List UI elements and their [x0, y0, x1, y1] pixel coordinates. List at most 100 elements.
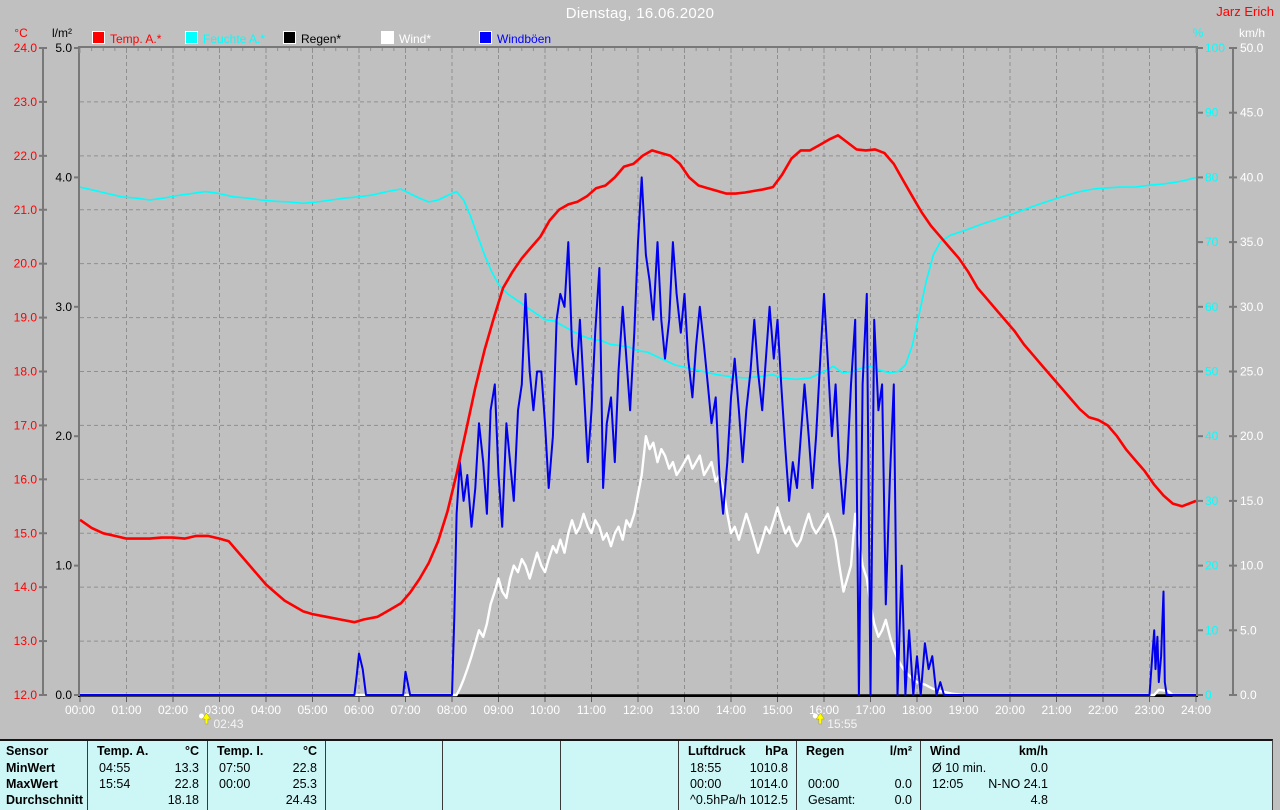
hour-tick-label: 19:00 [948, 703, 978, 717]
stat-time: 00:00 [219, 777, 251, 791]
weather-chart-plot: 24.0 23.0 22.0 21.0 20.0 19.0 18.0 17.0 16.0 15.0… [14, 41, 1264, 731]
axis-unit-wind: km/h [1238, 26, 1265, 40]
legend-swatch-icon [479, 31, 492, 44]
legend-swatch-icon [92, 31, 105, 44]
series-temp-a- [79, 134, 1197, 624]
temp-tick-label: 21.0 [14, 203, 38, 217]
temp-tick-label: 23.0 [14, 95, 38, 109]
stat-time: 07:50 [219, 761, 251, 775]
hour-tick-label: 10:00 [530, 703, 560, 717]
hour-tick-label: 14:00 [716, 703, 746, 717]
sensor-name: Temp. A. [97, 744, 149, 758]
temp-tick-label: 24.0 [14, 41, 38, 55]
stat-time: 15:54 [99, 777, 131, 791]
legend-label: Windböen [497, 32, 552, 46]
hour-tick-label: 09:00 [483, 703, 513, 717]
series-feuchte-a- [79, 176, 1197, 381]
stat-time: 00:00 [690, 777, 722, 791]
wind-tick-label: 45.0 [1240, 106, 1264, 120]
temp-tick-label: 19.0 [14, 311, 38, 325]
rain-tick-label: 5.0 [55, 41, 72, 55]
stat-time: 18:55 [690, 761, 722, 775]
temp-tick-label: 15.0 [14, 526, 38, 540]
hour-tick-label: 20:00 [995, 703, 1025, 717]
legend-label: Feuchte A.* [203, 32, 266, 46]
rain-tick-label: 2.0 [55, 429, 72, 443]
wind-tick-label: 40.0 [1240, 170, 1264, 184]
temp-tick-label: 13.0 [14, 634, 38, 648]
humidity-tick-label: 0 [1205, 688, 1212, 702]
rain-tick-label: 4.0 [55, 170, 72, 184]
wind-tick-label: 20.0 [1240, 429, 1264, 443]
hour-tick-label: 00:00 [65, 703, 95, 717]
temp-tick-label: 17.0 [14, 418, 38, 432]
humidity-tick-label: 70 [1205, 235, 1219, 249]
hour-tick-label: 15:00 [762, 703, 792, 717]
wind-tick-label: 25.0 [1240, 365, 1264, 379]
humidity-tick-label: 50 [1205, 365, 1219, 379]
rain-tick-label: 1.0 [55, 559, 72, 573]
table-divider [207, 741, 208, 810]
hour-tick-label: 07:00 [390, 703, 420, 717]
wind-tick-label: 50.0 [1240, 41, 1264, 55]
hour-tick-label: 02:00 [158, 703, 188, 717]
table-divider [920, 741, 921, 810]
wind-tick-label: 30.0 [1240, 300, 1264, 314]
hour-tick-label: 16:00 [809, 703, 839, 717]
legend-swatch-icon [185, 31, 198, 44]
legend-swatch-icon [381, 31, 394, 44]
table-divider [442, 741, 443, 810]
hour-tick-label: 04:00 [251, 703, 281, 717]
hour-tick-label: 03:00 [204, 703, 234, 717]
sensor-name: Wind [930, 744, 961, 758]
rain-tick-label: 0.0 [55, 688, 72, 702]
table-divider [796, 741, 797, 810]
stat-time: Ø 10 min. [932, 761, 987, 775]
humidity-tick-label: 100 [1205, 41, 1225, 55]
temp-tick-label: 12.0 [14, 688, 38, 702]
sensor-unit: km/h [1018, 744, 1048, 758]
sensor-unit: °C [184, 744, 199, 758]
stat-value: 0.0 [894, 793, 912, 807]
hour-tick-label: 01:00 [111, 703, 141, 717]
page-title: Dienstag, 16.06.2020 [565, 5, 715, 22]
chart-legend: Temp. A.* Feuchte A.* Regen* Wind* Windböen [0, 31, 1280, 49]
stat-value: 22.8 [292, 761, 317, 775]
humidity-tick-label: 60 [1205, 300, 1219, 314]
legend-label: Temp. A.* [110, 32, 162, 46]
stat-value: 18.18 [167, 793, 199, 807]
temp-tick-label: 22.0 [14, 149, 38, 163]
hour-tick-label: 23:00 [1134, 703, 1164, 717]
hour-tick-label: 17:00 [855, 703, 885, 717]
temp-tick-label: 20.0 [14, 257, 38, 271]
stat-row-label: Durchschnitt [6, 793, 84, 807]
hour-tick-label: 08:00 [437, 703, 467, 717]
table-divider [560, 741, 561, 810]
hour-tick-label: 13:00 [669, 703, 699, 717]
stat-value: 0.0 [894, 777, 912, 791]
stat-value: 24.43 [285, 793, 317, 807]
sun-arrow-icon [202, 712, 211, 725]
humidity-tick-label: 90 [1205, 106, 1219, 120]
stat-value: 0.0 [1030, 761, 1048, 775]
stat-value: 1014.0 [749, 777, 788, 791]
sensor-unit: °C [302, 744, 317, 758]
temp-tick-label: 14.0 [14, 580, 38, 594]
hour-tick-label: 24:00 [1181, 703, 1211, 717]
sensor-unit: l/m² [889, 744, 912, 758]
humidity-tick-label: 40 [1205, 429, 1219, 443]
wind-tick-label: 5.0 [1240, 623, 1257, 637]
daily-stats-table: Sensor MinWert MaxWert Durchschnitt Temp. A.… [0, 739, 1273, 810]
humidity-tick-label: 30 [1205, 494, 1219, 508]
hour-tick-label: 18:00 [902, 703, 932, 717]
axis-unit-temp: °C [14, 26, 28, 40]
legend-label: Wind* [399, 32, 432, 46]
table-divider [678, 741, 679, 810]
temp-tick-label: 16.0 [14, 472, 38, 486]
hour-tick-label: 06:00 [344, 703, 374, 717]
sensor-name: Regen [806, 744, 845, 758]
axis-unit-humidity: % [1192, 26, 1204, 40]
wind-tick-label: 0.0 [1240, 688, 1257, 702]
humidity-tick-label: 80 [1205, 170, 1219, 184]
